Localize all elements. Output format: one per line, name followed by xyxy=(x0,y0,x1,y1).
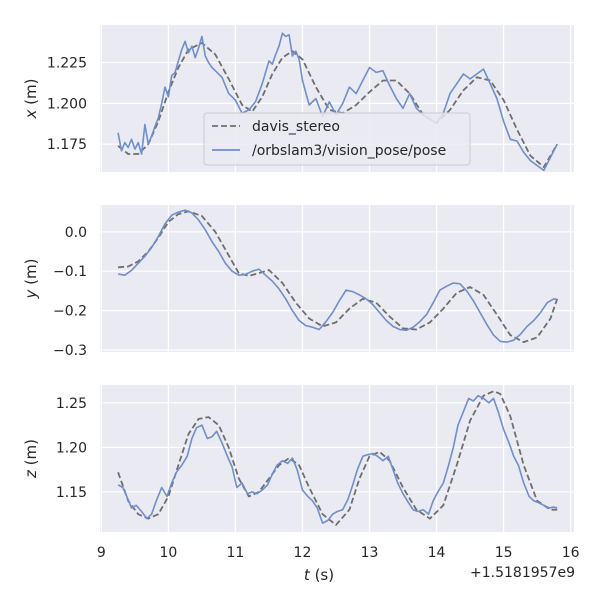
series-line-orbslam3-vision-pose-pose xyxy=(117,394,558,524)
series-line-davis-stereo xyxy=(117,42,558,168)
legend-label-2: /orbslam3/vision_pose/pose xyxy=(252,143,446,159)
legend: davis_stereo/orbslam3/vision_pose/pose xyxy=(203,112,471,166)
panel-3: 1.15 1.20 1.25 z (m) xyxy=(22,385,574,532)
y-tick-label: −0.2 xyxy=(53,304,87,320)
y-axis-label-unit: (m) xyxy=(22,259,40,290)
x-tick-label: 9 xyxy=(97,545,106,561)
x-tick-label: 13 xyxy=(361,545,379,561)
y-axis-label-var: x xyxy=(22,109,40,119)
series-line-orbslam3-vision-pose-pose xyxy=(117,209,558,343)
y-tick-label: −0.1 xyxy=(53,264,87,280)
x-tick-label: 12 xyxy=(294,545,312,561)
y-tick-label: 1.25 xyxy=(56,396,87,412)
y-axis-label-var: z xyxy=(22,469,40,479)
x-tick-label: 10 xyxy=(159,545,177,561)
y-tick-label: 1.20 xyxy=(56,440,87,456)
series-line-davis-stereo xyxy=(118,210,559,343)
x-axis-label-unit: (s) xyxy=(310,566,334,584)
x-tick-label: 14 xyxy=(428,545,446,561)
y-tick-label: 0.0 xyxy=(65,225,87,241)
x-tick-label: 11 xyxy=(227,545,245,561)
x-axis-label: t (s) xyxy=(304,566,334,584)
y-tick-label: 1.15 xyxy=(56,485,87,501)
plot-background xyxy=(100,205,574,352)
y-axis-label: y (m) xyxy=(22,259,40,300)
panel-2: 0.0 −0.1 −0.2 −0.3 y (m) xyxy=(22,205,574,359)
x-tick-label: 15 xyxy=(495,545,513,561)
plot-background xyxy=(100,385,574,532)
y-axis-label-unit: (m) xyxy=(22,79,40,110)
y-axis-label-var: y xyxy=(22,288,40,299)
legend-label-1: davis_stereo xyxy=(252,119,340,135)
series-line-orbslam3-vision-pose-pose xyxy=(117,32,558,172)
x-offset-label: +1.5181957e9 xyxy=(470,565,575,581)
series-line-davis-stereo xyxy=(117,390,558,526)
y-axis-label-unit: (m) xyxy=(22,439,40,470)
y-axis-label: x (m) xyxy=(22,79,40,120)
legend-box xyxy=(203,112,471,166)
y-tick-label: 1.200 xyxy=(47,96,87,112)
y-tick-label: 1.225 xyxy=(47,56,87,72)
x-tick-label: 16 xyxy=(562,545,580,561)
y-tick-label: 1.175 xyxy=(47,137,87,153)
x-axis-label-var: t xyxy=(304,566,311,584)
y-axis-label: z (m) xyxy=(22,439,40,479)
y-tick-label: −0.3 xyxy=(53,343,87,359)
